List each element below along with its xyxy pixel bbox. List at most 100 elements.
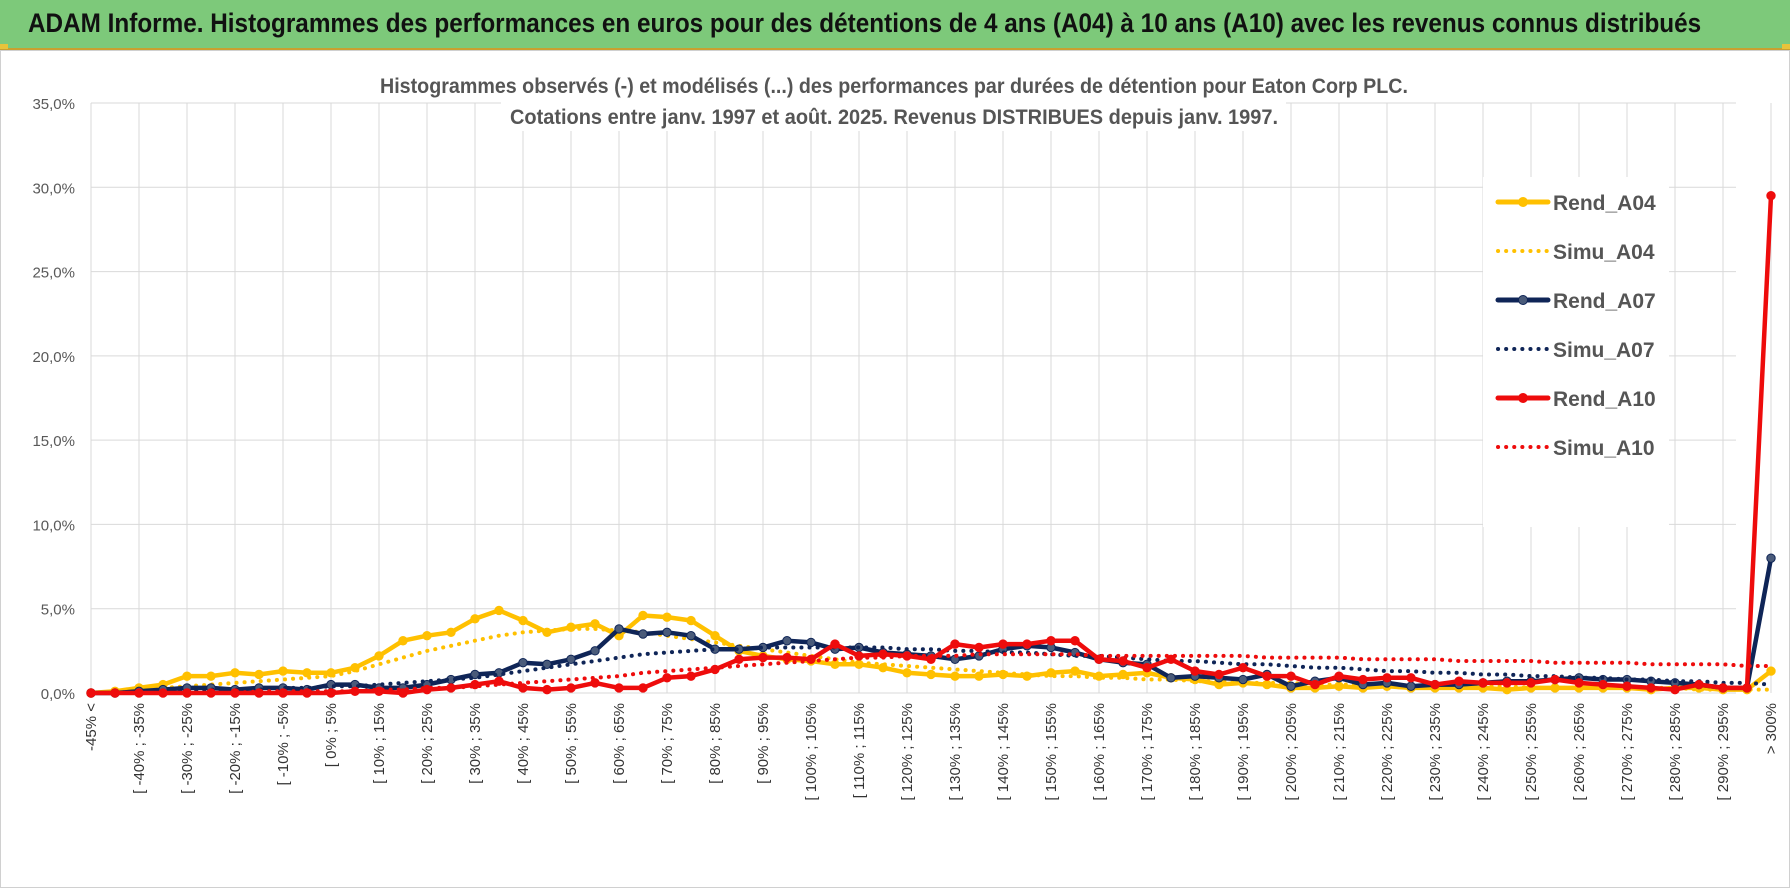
rend-a10-point [998, 639, 1008, 649]
rend-a10-point [1430, 679, 1440, 690]
simu-a07-line [89, 645, 1773, 695]
gridlines [90, 102, 1772, 694]
x-tick-label: [ 150% ; 155% [1043, 703, 1060, 801]
legend-label-rend-a10: Rend_A10 [1553, 388, 1656, 411]
rend-a07-point [1406, 681, 1416, 691]
rend-a10-point [638, 683, 648, 693]
x-tick-label: [ 210% ; 215% [1331, 703, 1348, 801]
rend-a04-point [830, 659, 840, 670]
x-tick-label: [ 170% ; 175% [1139, 703, 1156, 801]
rend-a07-point [518, 657, 528, 668]
chart-title-backdrop [371, 69, 1417, 99]
legend-backdrop [1483, 177, 1669, 527]
histogram-chart: 0,0% 5,0% 10,0% 15,0% 20,0% 25,0% 30,0% 35,0% -… [32, 69, 1780, 801]
corner-accent-left [0, 44, 8, 49]
y-tick-label: 30,0% [32, 180, 75, 197]
rend-a10-point [542, 684, 552, 695]
x-tick-label: [ -40% ; -35% [131, 703, 148, 794]
rend-a10-point [1142, 663, 1152, 673]
rend-a10-point [1286, 671, 1296, 681]
x-tick-label: [ 80% ; 85% [707, 703, 724, 784]
legend: Rend_A04 Simu_A04 Rend_A07 Simu_A07 Rend_A10… [1483, 177, 1669, 527]
rend-a10-point [950, 639, 960, 649]
y-axis-tick-labels: 0,0% 5,0% 10,0% 15,0% 20,0% 25,0% 30,0% 35,0% [32, 96, 75, 703]
rend-a10-point [518, 683, 528, 693]
y-tick-label: 25,0% [32, 265, 75, 282]
rend-a04-point [662, 612, 672, 622]
rend-a10-point [1526, 678, 1536, 688]
rend-a10-point [1718, 683, 1728, 693]
rend-a04-point [398, 636, 408, 646]
rend-a07-point [1766, 553, 1776, 563]
x-tick-label: [ 220% ; 225% [1379, 703, 1396, 801]
x-tick-label: [ 290% ; 295% [1715, 703, 1732, 801]
rend-a04-point [206, 671, 216, 681]
rend-a07-point [470, 669, 480, 680]
rend-a04-point [302, 668, 312, 678]
rend-a10-point [398, 688, 408, 698]
chart-title: Histogrammes observés (-) et modélisés (… [380, 75, 1408, 98]
rend-a10-point [662, 673, 672, 683]
rend-a10-point [1190, 666, 1200, 676]
y-tick-label: 35,0% [32, 96, 75, 113]
x-tick-label: [ 120% ; 125% [899, 703, 916, 801]
x-tick-label: [ 180% ; 185% [1187, 703, 1204, 801]
rend-a04-point [494, 605, 504, 616]
chart-subtitle: Cotations entre janv. 1997 et août. 2025… [510, 106, 1278, 129]
rend-a10-point [1550, 674, 1560, 685]
x-tick-label: > 300% [1763, 703, 1780, 754]
x-tick-label: [ 0% ; 5% [323, 703, 340, 767]
rend-a10-point [1382, 673, 1392, 683]
rend-a04-point [1070, 666, 1080, 676]
rend-a10-point [1478, 678, 1488, 688]
rend-a04-point [638, 610, 648, 621]
rend-a10-point [1358, 674, 1368, 685]
rend-a10-point [686, 671, 696, 681]
x-tick-label: [ 30% ; 35% [467, 703, 484, 784]
rend-a10-point [1694, 679, 1704, 690]
rend-a10-point [734, 654, 744, 664]
rend-a10-point [1214, 669, 1224, 680]
x-tick-label: [ 50% ; 55% [563, 703, 580, 784]
y-tick-label: 5,0% [41, 602, 75, 619]
rend-a07-point [1238, 674, 1248, 685]
x-tick-label: [ 230% ; 235% [1427, 703, 1444, 801]
x-tick-label: [ 280% ; 285% [1667, 703, 1684, 801]
rend-a10-point [614, 683, 624, 693]
rend-a10-point [1742, 683, 1752, 693]
rend-a10-point [1238, 663, 1248, 673]
x-tick-label: [ 190% ; 195% [1235, 703, 1252, 801]
rend-a07-point [566, 654, 576, 664]
rend-a07-point [806, 637, 816, 648]
x-tick-label: [ 40% ; 45% [515, 703, 532, 784]
legend-label-simu-a10: Simu_A10 [1553, 437, 1655, 460]
rend-a07-point [686, 630, 696, 641]
rend-a10-point [1574, 678, 1584, 688]
y-tick-label: 15,0% [32, 433, 75, 450]
rend-a10-point [566, 683, 576, 693]
x-tick-label: [ -20% ; -15% [227, 703, 244, 794]
rend-a07-point [782, 636, 792, 646]
rend-a04-point [902, 668, 912, 678]
rend-a04-point [926, 669, 936, 680]
legend-label-rend-a07: Rend_A07 [1553, 290, 1656, 313]
x-tick-label: [ 250% ; 255% [1523, 703, 1540, 801]
rend-a04-point [182, 671, 192, 681]
legend-label-simu-a04: Simu_A04 [1553, 241, 1655, 264]
rend-a10-point [758, 652, 768, 663]
rend-a04-point [686, 615, 696, 626]
legend-label-rend-a04: Rend_A04 [1553, 192, 1656, 215]
rend-a04-point [422, 630, 432, 641]
x-tick-label: [ 10% ; 15% [371, 703, 388, 784]
x-tick-label: [ 270% ; 275% [1619, 703, 1636, 801]
rend-a04-point [590, 619, 600, 629]
x-tick-label: [ 240% ; 245% [1475, 703, 1492, 801]
rend-a04-point [950, 671, 960, 681]
y-tick-label: 20,0% [32, 349, 75, 366]
rend-a07-point [638, 629, 648, 639]
x-tick-label: [ -10% ; -5% [275, 703, 292, 786]
x-tick-label: [ 160% ; 165% [1091, 703, 1108, 801]
data-series [86, 191, 1776, 698]
rend-a07-point [590, 646, 600, 656]
x-tick-label: [ 110% ; 115% [851, 703, 868, 798]
